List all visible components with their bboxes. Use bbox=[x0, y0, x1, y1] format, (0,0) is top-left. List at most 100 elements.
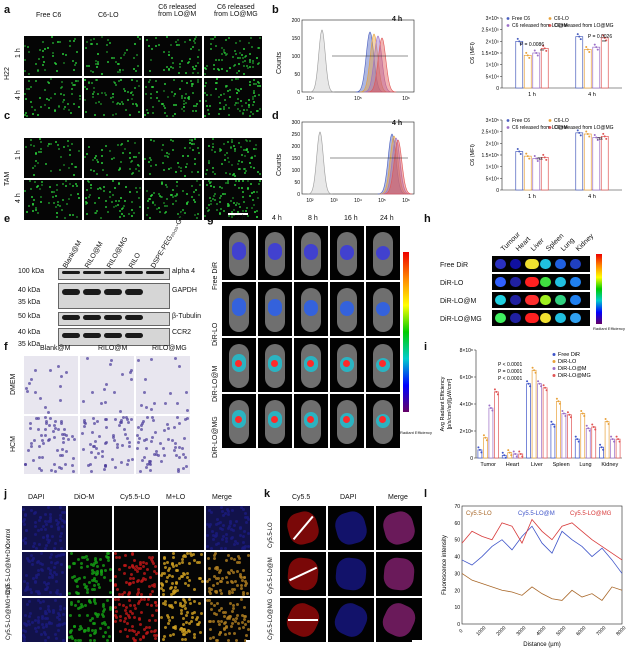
cell-dot bbox=[238, 142, 240, 144]
fluor-signal bbox=[93, 600, 96, 603]
stained-cell bbox=[29, 427, 32, 430]
stained-cell bbox=[30, 442, 33, 445]
cell-dot bbox=[76, 216, 78, 218]
fluor-signal bbox=[96, 565, 99, 568]
fluor-signal bbox=[104, 569, 107, 572]
cell-dot bbox=[55, 195, 57, 197]
fluor-signal bbox=[24, 537, 27, 540]
cell-dot bbox=[131, 98, 133, 100]
cell-dot bbox=[40, 141, 42, 143]
scatter-point bbox=[583, 414, 586, 417]
fluor-signal bbox=[229, 522, 232, 525]
row-f-hcm: HCM bbox=[10, 436, 17, 452]
cell-dot bbox=[248, 42, 250, 44]
cell-dot bbox=[146, 214, 148, 216]
fluor-signal bbox=[142, 561, 145, 564]
time-label: 16 h bbox=[344, 215, 358, 222]
fluor-signal bbox=[93, 584, 96, 587]
cell-dot bbox=[257, 63, 259, 65]
cell-dot bbox=[195, 110, 197, 112]
fluor-signal bbox=[61, 623, 64, 626]
fluor-signal bbox=[51, 576, 54, 579]
organ-signal bbox=[570, 295, 581, 305]
fluor-signal bbox=[23, 523, 26, 526]
y-tick-label: 6×10⁸ bbox=[460, 375, 473, 381]
cell-dot bbox=[255, 144, 257, 146]
cell-dot bbox=[89, 194, 91, 196]
fluor-signal bbox=[78, 614, 81, 617]
fluor-signal bbox=[53, 571, 56, 574]
organ-signal bbox=[495, 295, 506, 305]
section-tile bbox=[376, 506, 422, 550]
cell-dot bbox=[58, 106, 60, 108]
cell-dot bbox=[64, 106, 66, 108]
stained-cell bbox=[72, 470, 75, 473]
cell-dot bbox=[251, 192, 253, 194]
cell-dot bbox=[24, 93, 26, 95]
fluor-signal bbox=[128, 592, 131, 595]
fluor-signal bbox=[91, 629, 94, 632]
cell-dot bbox=[220, 94, 222, 96]
cell-dot bbox=[183, 103, 185, 105]
col-f-blank: Blank@M bbox=[40, 345, 71, 352]
cell-dot bbox=[58, 105, 60, 107]
fluor-signal bbox=[241, 614, 244, 617]
fluor-signal bbox=[243, 606, 246, 609]
stained-cell bbox=[63, 428, 66, 431]
scatter-point bbox=[526, 54, 529, 57]
fluor-signal bbox=[133, 559, 136, 562]
cell-dot bbox=[234, 104, 236, 106]
scatter-point bbox=[545, 49, 548, 52]
cell-dot bbox=[120, 57, 122, 59]
cell-dot bbox=[48, 99, 50, 101]
hist-xtick: 10² bbox=[306, 198, 314, 204]
cell-dot bbox=[129, 191, 131, 193]
cell-dot bbox=[42, 64, 44, 66]
cell-dot bbox=[241, 154, 243, 156]
cell-dot bbox=[150, 195, 152, 197]
panel-letter-h: h bbox=[424, 213, 431, 225]
fluor-signal bbox=[58, 618, 61, 621]
cell-dot bbox=[223, 143, 225, 145]
stained-cell bbox=[120, 419, 123, 422]
stained-cell bbox=[145, 438, 148, 441]
fluor-signal bbox=[222, 535, 225, 538]
fluor-signal bbox=[241, 621, 244, 624]
fluor-signal bbox=[145, 562, 148, 565]
cell-dot bbox=[231, 139, 233, 141]
cell-dot bbox=[241, 54, 243, 56]
fluor-signal bbox=[37, 590, 40, 593]
cell-dot bbox=[248, 104, 250, 106]
cell-dot bbox=[190, 80, 192, 82]
fluor-signal bbox=[91, 572, 94, 575]
cell-dot bbox=[138, 111, 140, 113]
fluor-signal bbox=[206, 580, 209, 583]
fluor-signal bbox=[143, 598, 146, 601]
cell-dot bbox=[181, 108, 183, 110]
organ-strip bbox=[492, 256, 590, 272]
stained-cell bbox=[111, 458, 114, 461]
cell-dot bbox=[150, 97, 152, 99]
cell-dot bbox=[249, 115, 251, 117]
fluor-signal bbox=[210, 511, 213, 514]
panel-letter-l: l bbox=[424, 488, 428, 500]
cell-dot bbox=[245, 102, 247, 104]
fluor-signal bbox=[49, 556, 52, 559]
cell-dot bbox=[47, 145, 49, 147]
cell-dot bbox=[71, 93, 73, 95]
fluor-signal bbox=[164, 600, 167, 603]
scatter-point bbox=[600, 446, 603, 449]
cell-dot bbox=[47, 47, 49, 49]
fluor-signal bbox=[102, 603, 105, 606]
organ-signal bbox=[555, 259, 566, 269]
confocal-tile bbox=[160, 598, 204, 642]
fluor-signal bbox=[97, 613, 100, 616]
cell-dot bbox=[26, 211, 28, 213]
fluor-signal bbox=[166, 561, 169, 564]
legend-marker bbox=[506, 126, 510, 129]
cell-dot bbox=[34, 165, 36, 167]
fluor-signal bbox=[208, 590, 211, 593]
organ-signal bbox=[570, 259, 581, 269]
protein-band bbox=[83, 271, 101, 274]
fluor-signal bbox=[49, 518, 52, 521]
